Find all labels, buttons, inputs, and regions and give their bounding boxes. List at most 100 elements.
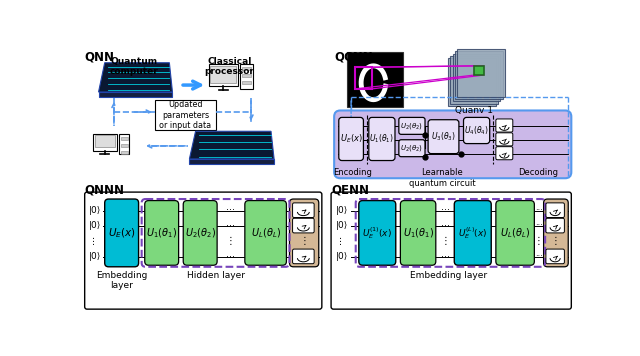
- Polygon shape: [189, 159, 274, 164]
- FancyBboxPatch shape: [401, 200, 436, 265]
- Text: ⋮: ⋮: [440, 236, 450, 246]
- Bar: [455, 51, 503, 99]
- FancyBboxPatch shape: [546, 249, 564, 264]
- Bar: [155, 100, 216, 130]
- FancyBboxPatch shape: [289, 199, 319, 267]
- Text: ···: ···: [535, 221, 543, 230]
- Bar: [121, 151, 128, 153]
- Text: Updated
parameters
or input data: Updated parameters or input data: [159, 100, 212, 130]
- Text: Hidden layer: Hidden layer: [188, 271, 245, 280]
- Text: Encoding: Encoding: [333, 168, 372, 177]
- FancyBboxPatch shape: [334, 110, 572, 178]
- Bar: [240, 64, 253, 89]
- FancyBboxPatch shape: [369, 117, 395, 161]
- Text: ···: ···: [440, 221, 449, 231]
- Text: Quanv 1: Quanv 1: [455, 106, 493, 115]
- Text: $U_E(x)$: $U_E(x)$: [340, 133, 362, 145]
- FancyBboxPatch shape: [183, 200, 217, 265]
- Text: Quantum
computer: Quantum computer: [109, 57, 158, 76]
- Text: |0⟩: |0⟩: [90, 206, 102, 215]
- Text: $U_L(\theta_L)$: $U_L(\theta_L)$: [251, 226, 281, 240]
- FancyBboxPatch shape: [105, 199, 139, 267]
- Text: QENN: QENN: [331, 184, 369, 197]
- FancyBboxPatch shape: [84, 192, 322, 309]
- Text: Embedding
layer: Embedding layer: [96, 271, 147, 290]
- Text: $U_L(\theta_L)$: $U_L(\theta_L)$: [500, 226, 530, 240]
- FancyBboxPatch shape: [454, 200, 492, 265]
- Bar: [355, 67, 372, 89]
- FancyBboxPatch shape: [359, 200, 396, 265]
- Text: ···: ···: [226, 221, 235, 231]
- Text: ···: ···: [226, 252, 235, 262]
- Text: ···: ···: [535, 206, 543, 215]
- Text: $U_1(\theta_1)$: $U_1(\theta_1)$: [369, 133, 394, 145]
- Text: QNNN: QNNN: [84, 184, 125, 197]
- Bar: [458, 49, 505, 96]
- FancyBboxPatch shape: [496, 119, 513, 132]
- Text: ⋮: ⋮: [336, 237, 345, 246]
- Text: |0⟩: |0⟩: [336, 221, 348, 230]
- Text: Learnable
quantum circuit: Learnable quantum circuit: [409, 168, 476, 188]
- Bar: [209, 64, 238, 86]
- Text: |0⟩: |0⟩: [90, 252, 102, 261]
- Text: $U_1(\theta_1)$: $U_1(\theta_1)$: [403, 226, 434, 240]
- FancyBboxPatch shape: [399, 140, 425, 157]
- Bar: [242, 67, 251, 70]
- Bar: [93, 134, 117, 151]
- Text: QCNN: QCNN: [334, 51, 373, 63]
- Bar: [210, 66, 236, 83]
- Text: $U_2(\theta_2)$: $U_2(\theta_2)$: [184, 226, 216, 240]
- FancyBboxPatch shape: [292, 203, 314, 218]
- Text: ⋮: ⋮: [534, 236, 544, 246]
- Text: |0⟩: |0⟩: [90, 221, 102, 230]
- FancyBboxPatch shape: [543, 199, 568, 267]
- Text: $U_3(\theta_3)$: $U_3(\theta_3)$: [431, 130, 456, 143]
- Text: $U_1(\theta_1)$: $U_1(\theta_1)$: [146, 226, 177, 240]
- FancyBboxPatch shape: [496, 133, 513, 146]
- FancyBboxPatch shape: [496, 200, 534, 265]
- Bar: [242, 81, 251, 84]
- FancyBboxPatch shape: [546, 203, 564, 218]
- Text: ⋮: ⋮: [225, 236, 235, 246]
- Bar: [121, 137, 128, 140]
- Bar: [348, 52, 403, 108]
- FancyBboxPatch shape: [463, 117, 490, 143]
- Text: ···: ···: [440, 205, 449, 216]
- Bar: [119, 134, 129, 153]
- Text: $U_2(\theta_2)$: $U_2(\theta_2)$: [401, 121, 424, 131]
- FancyBboxPatch shape: [428, 120, 459, 153]
- Polygon shape: [189, 131, 274, 159]
- Text: ···: ···: [440, 252, 449, 262]
- Bar: [242, 74, 251, 77]
- Bar: [452, 53, 500, 101]
- Text: |0⟩: |0⟩: [336, 206, 348, 215]
- FancyBboxPatch shape: [292, 218, 314, 233]
- Text: Classical
processor: Classical processor: [205, 57, 254, 76]
- Text: $U_2(\theta_2)$: $U_2(\theta_2)$: [401, 143, 424, 153]
- FancyBboxPatch shape: [331, 192, 572, 309]
- Text: ···: ···: [226, 205, 235, 216]
- FancyBboxPatch shape: [292, 249, 314, 264]
- FancyBboxPatch shape: [546, 218, 564, 233]
- FancyBboxPatch shape: [339, 117, 364, 161]
- FancyBboxPatch shape: [399, 117, 425, 134]
- Text: QNN: QNN: [84, 51, 115, 63]
- Polygon shape: [99, 92, 172, 98]
- Text: Embedding layer: Embedding layer: [410, 271, 486, 280]
- Text: Decoding: Decoding: [518, 168, 558, 177]
- Bar: [95, 135, 115, 147]
- Text: ⋮: ⋮: [90, 237, 99, 246]
- Text: $U_E^{(L)}(x)$: $U_E^{(L)}(x)$: [458, 225, 488, 241]
- Bar: [474, 66, 484, 75]
- Text: $U_E(x)$: $U_E(x)$: [108, 226, 136, 240]
- Text: $U_E^{(1)}(x)$: $U_E^{(1)}(x)$: [362, 225, 392, 241]
- FancyBboxPatch shape: [145, 200, 179, 265]
- FancyBboxPatch shape: [245, 200, 287, 265]
- Polygon shape: [99, 63, 172, 92]
- Bar: [121, 143, 128, 147]
- Text: ⋮: ⋮: [300, 236, 309, 246]
- Text: |0⟩: |0⟩: [336, 252, 348, 261]
- Bar: [448, 58, 496, 106]
- Text: $U_4(\theta_4)$: $U_4(\theta_4)$: [464, 124, 489, 137]
- Text: ···: ···: [535, 252, 543, 261]
